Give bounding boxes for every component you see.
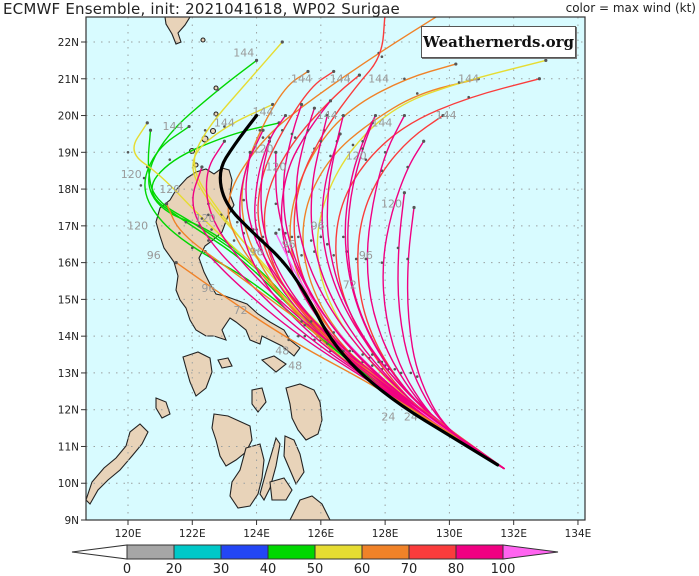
- y-tick-label: 13N: [58, 368, 79, 380]
- plot-frame: [85, 16, 586, 521]
- forecast-hour-label: 96: [201, 282, 215, 295]
- land-marinduque: [217, 357, 233, 369]
- x-tick-label: 134E: [565, 528, 592, 540]
- land-calamian: [155, 397, 171, 419]
- land-taiwan: [164, 17, 191, 45]
- x-tick-label: 120E: [115, 528, 142, 540]
- land-masbate: [251, 387, 267, 413]
- forecast-hour-label: 96: [282, 238, 296, 251]
- ensemble-member-tracks: [126, 17, 548, 470]
- land-panay: [211, 413, 253, 467]
- colorbar-under-arrow: [71, 544, 128, 560]
- chart-title: ECMWF Ensemble, init: 2021041618, WP02 S…: [3, 0, 400, 18]
- colorbar-bin: [126, 544, 175, 560]
- lat-lon-grid: [86, 17, 585, 520]
- y-tick-label: 20N: [58, 111, 79, 123]
- forecast-hour-label: 144: [233, 47, 254, 60]
- colorbar-bin: [220, 544, 269, 560]
- forecast-hour-label: 144: [371, 117, 392, 130]
- y-axis-ticks: 22N 21N 20N 19N 18N 17N 16N 15N 14N 13N 12N 11N 10N 9…: [58, 37, 86, 527]
- x-tick-label: 124E: [243, 528, 270, 540]
- y-tick-label: 10N: [58, 478, 79, 490]
- forecast-hour-label: 96: [359, 249, 373, 262]
- forecast-hour-label: 144: [291, 72, 312, 85]
- colorbar-label: 40: [260, 562, 277, 576]
- colorbar-label: 50: [307, 562, 324, 576]
- y-tick-label: 9N: [64, 515, 79, 527]
- colorbar-bin: [173, 544, 222, 560]
- colorbar-label: 70: [401, 562, 418, 576]
- forecast-hour-label: 144: [214, 117, 235, 130]
- forecast-hour-label: 48: [288, 359, 302, 372]
- colorbar-label: 0: [123, 562, 131, 576]
- land-palawan: [86, 423, 149, 505]
- forecast-hour-label: 24: [381, 411, 395, 424]
- colorbar-label: 30: [213, 562, 230, 576]
- colorbar-label: 80: [448, 562, 465, 576]
- y-tick-label: 11N: [58, 441, 79, 453]
- x-tick-label: 122E: [179, 528, 206, 540]
- forecast-hour-label: 48: [275, 345, 289, 358]
- member-track: [241, 70, 505, 470]
- land-cebu: [259, 436, 281, 502]
- x-axis-ticks: 120E 122E 124E 126E 128E 130E 132E 134E: [115, 520, 592, 540]
- land-mindanao: [289, 495, 331, 520]
- y-tick-label: 18N: [58, 184, 79, 196]
- forecast-hour-label: 120: [346, 150, 367, 163]
- forecast-hour-label: 72: [343, 278, 357, 291]
- ocean-background: [86, 17, 585, 520]
- landmass-layer: [86, 17, 331, 520]
- x-tick-label: 128E: [372, 528, 399, 540]
- forecast-hour-label: 120: [121, 168, 142, 181]
- colorbar-legend-title: color = max wind (kt): [565, 1, 696, 15]
- forecast-hour-label: 72: [233, 304, 247, 317]
- land-leyte: [283, 435, 305, 486]
- ensemble-mean-track: [218, 113, 500, 467]
- y-tick-label: 15N: [58, 294, 79, 306]
- y-tick-label: 16N: [58, 258, 79, 270]
- forecast-hour-label: 96: [311, 220, 325, 233]
- y-tick-label: 12N: [58, 405, 79, 417]
- y-tick-label: 19N: [58, 147, 79, 159]
- colorbar-over-arrow: [502, 544, 559, 560]
- y-tick-label: 21N: [58, 74, 79, 86]
- colorbar-label: 60: [354, 562, 371, 576]
- forecast-hour-label: 144: [368, 72, 389, 85]
- forecast-hour-label: 120: [195, 212, 216, 225]
- y-tick-label: 17N: [58, 221, 79, 233]
- land-bohol: [269, 477, 293, 501]
- land-bicol-islands: [260, 355, 287, 373]
- colorbar-bin: [455, 544, 504, 560]
- forecast-hour-label: 96: [250, 245, 264, 258]
- forecast-hour-label: 96: [147, 249, 161, 262]
- colorbar-label: 20: [166, 562, 183, 576]
- forecast-hour-label: 144: [436, 109, 457, 122]
- y-tick-label: 22N: [58, 37, 79, 49]
- colorbar-bin: [408, 544, 457, 560]
- colorbar-bin: [314, 544, 363, 560]
- forecast-hour-label: 144: [330, 72, 351, 85]
- colorbar-label: 100: [491, 562, 516, 576]
- forecast-hour-label: 120: [265, 161, 286, 174]
- forecast-hour-label: 120: [127, 220, 148, 233]
- x-tick-label: 132E: [500, 528, 527, 540]
- weathernerds-watermark: Weathernerds.org: [421, 26, 576, 58]
- x-tick-label: 126E: [307, 528, 334, 540]
- forecast-hour-label: 120: [252, 142, 273, 155]
- wind-colorbar: 0 20 30 40 50 60 70 80 100: [71, 544, 559, 576]
- land-samar: [285, 383, 323, 441]
- forecast-hour-label: 144: [458, 72, 479, 85]
- forecast-hour-label: 120: [159, 183, 180, 196]
- forecast-hour-label: 144: [317, 109, 338, 122]
- land-negros: [229, 443, 265, 509]
- forecast-hour-label: 144: [162, 120, 183, 133]
- forecast-hour-label: 120: [381, 197, 402, 210]
- y-tick-label: 14N: [58, 331, 79, 343]
- land-mindoro: [182, 351, 213, 397]
- colorbar-bin: [361, 544, 410, 560]
- x-tick-label: 130E: [436, 528, 463, 540]
- colorbar-bin: [267, 544, 316, 560]
